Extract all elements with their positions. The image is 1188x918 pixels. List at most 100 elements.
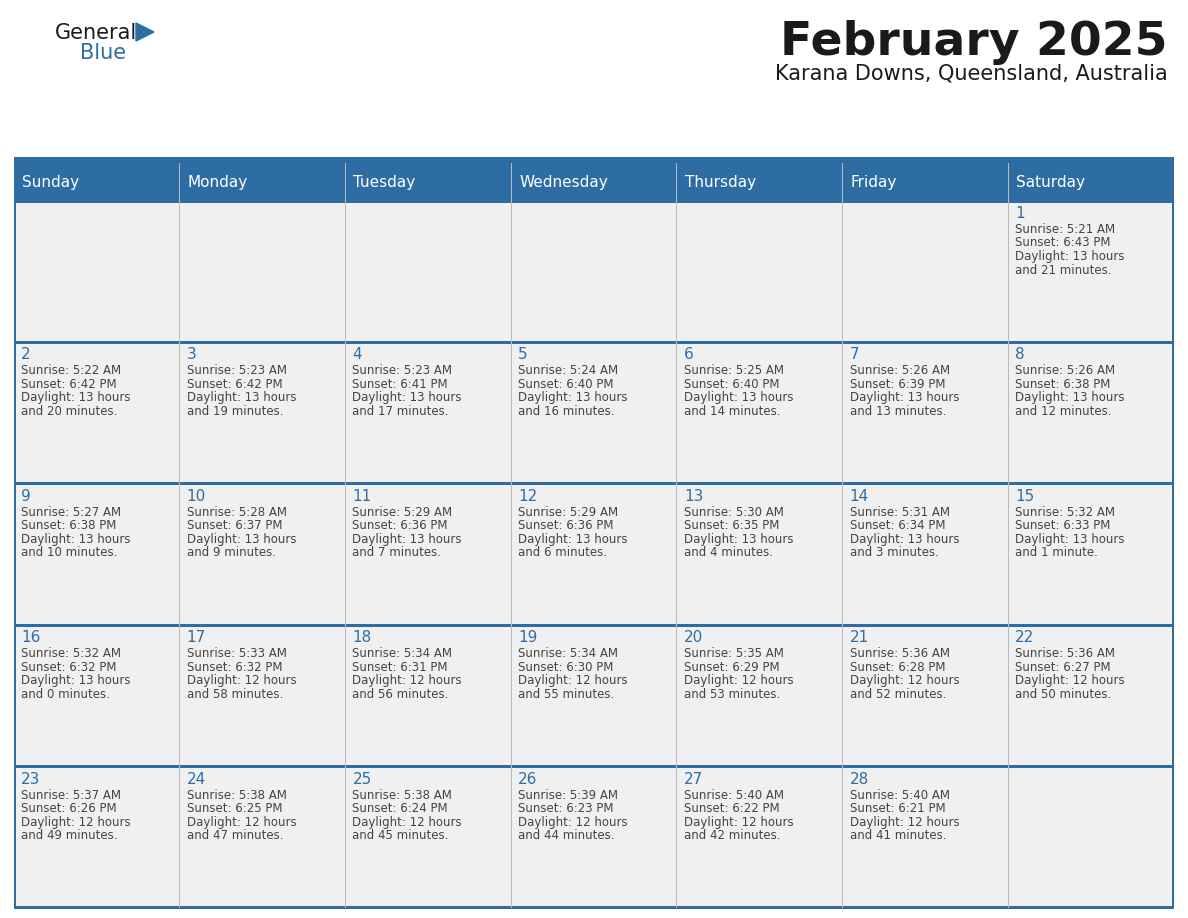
Text: 5: 5 [518,347,527,363]
Text: and 53 minutes.: and 53 minutes. [684,688,781,700]
Text: Sunset: 6:42 PM: Sunset: 6:42 PM [21,378,116,391]
Text: and 56 minutes.: and 56 minutes. [353,688,449,700]
Text: Sunset: 6:28 PM: Sunset: 6:28 PM [849,661,946,674]
Text: Sunset: 6:22 PM: Sunset: 6:22 PM [684,802,779,815]
Bar [346,767,511,908]
Text: Sunset: 6:40 PM: Sunset: 6:40 PM [684,378,779,391]
Text: 23: 23 [21,772,40,787]
Bar [511,342,677,484]
Text: Sunrise: 5:27 AM: Sunrise: 5:27 AM [21,506,121,519]
Text: Daylight: 13 hours: Daylight: 13 hours [518,532,627,546]
Text: 15: 15 [1016,488,1035,504]
Text: and 50 minutes.: and 50 minutes. [1016,688,1112,700]
Text: Daylight: 13 hours: Daylight: 13 hours [849,532,959,546]
Bar [677,767,842,908]
Text: Sunrise: 5:30 AM: Sunrise: 5:30 AM [684,506,784,519]
Text: Sunset: 6:36 PM: Sunset: 6:36 PM [518,520,614,532]
Bar [14,163,15,908]
Text: Daylight: 12 hours: Daylight: 12 hours [187,674,296,688]
Text: and 14 minutes.: and 14 minutes. [684,405,781,418]
Bar [346,484,511,625]
Bar [346,342,511,484]
Bar [14,157,1174,163]
Bar [511,201,677,342]
Text: Daylight: 12 hours: Daylight: 12 hours [1016,674,1125,688]
Text: and 47 minutes.: and 47 minutes. [187,829,283,842]
Text: Sunset: 6:43 PM: Sunset: 6:43 PM [1016,237,1111,250]
Text: 9: 9 [21,488,31,504]
Text: Daylight: 12 hours: Daylight: 12 hours [518,815,627,829]
Bar [14,163,179,201]
Text: Sunrise: 5:32 AM: Sunrise: 5:32 AM [21,647,121,660]
Text: Sunrise: 5:40 AM: Sunrise: 5:40 AM [684,789,784,801]
Text: 3: 3 [187,347,196,363]
Bar [842,201,1009,342]
Text: Sunset: 6:34 PM: Sunset: 6:34 PM [849,520,946,532]
Text: 14: 14 [849,488,868,504]
Text: and 44 minutes.: and 44 minutes. [518,829,614,842]
Text: Sunrise: 5:24 AM: Sunrise: 5:24 AM [518,364,618,377]
Bar [14,906,1174,909]
Bar [511,484,677,625]
Text: Sunrise: 5:31 AM: Sunrise: 5:31 AM [849,506,949,519]
Text: Saturday: Saturday [1016,174,1086,189]
Text: and 41 minutes.: and 41 minutes. [849,829,946,842]
Text: 24: 24 [187,772,206,787]
Text: Daylight: 13 hours: Daylight: 13 hours [1016,532,1125,546]
Text: Daylight: 12 hours: Daylight: 12 hours [684,815,794,829]
Text: and 58 minutes.: and 58 minutes. [187,688,283,700]
Text: Sunday: Sunday [23,174,80,189]
Text: 1: 1 [1016,206,1025,221]
Text: and 10 minutes.: and 10 minutes. [21,546,118,559]
Text: Sunrise: 5:25 AM: Sunrise: 5:25 AM [684,364,784,377]
Text: Daylight: 13 hours: Daylight: 13 hours [1016,250,1125,263]
Text: Daylight: 12 hours: Daylight: 12 hours [21,815,131,829]
Text: 28: 28 [849,772,868,787]
Text: Daylight: 12 hours: Daylight: 12 hours [353,674,462,688]
Text: 11: 11 [353,488,372,504]
Text: 13: 13 [684,488,703,504]
Text: Sunrise: 5:28 AM: Sunrise: 5:28 AM [187,506,286,519]
Text: 10: 10 [187,488,206,504]
Text: Sunrise: 5:29 AM: Sunrise: 5:29 AM [518,506,618,519]
Text: Friday: Friday [851,174,897,189]
Text: Daylight: 13 hours: Daylight: 13 hours [684,532,794,546]
Text: and 12 minutes.: and 12 minutes. [1016,405,1112,418]
Bar [14,767,179,908]
Text: and 0 minutes.: and 0 minutes. [21,688,109,700]
Text: and 16 minutes.: and 16 minutes. [518,405,614,418]
Text: Sunset: 6:25 PM: Sunset: 6:25 PM [187,802,283,815]
Text: February 2025: February 2025 [781,20,1168,65]
Text: and 6 minutes.: and 6 minutes. [518,546,607,559]
Text: Sunset: 6:36 PM: Sunset: 6:36 PM [353,520,448,532]
Text: and 52 minutes.: and 52 minutes. [849,688,946,700]
Text: and 49 minutes.: and 49 minutes. [21,829,118,842]
Text: Sunrise: 5:38 AM: Sunrise: 5:38 AM [353,789,453,801]
Text: 6: 6 [684,347,694,363]
Text: Sunrise: 5:34 AM: Sunrise: 5:34 AM [353,647,453,660]
Bar [1009,342,1174,484]
Bar [14,201,179,342]
Bar [1009,163,1174,201]
Text: Daylight: 12 hours: Daylight: 12 hours [187,815,296,829]
Text: 2: 2 [21,347,31,363]
Text: 26: 26 [518,772,537,787]
Text: Sunset: 6:24 PM: Sunset: 6:24 PM [353,802,448,815]
Text: Sunset: 6:31 PM: Sunset: 6:31 PM [353,661,448,674]
Bar [14,341,1174,344]
Text: 27: 27 [684,772,703,787]
Text: Daylight: 13 hours: Daylight: 13 hours [849,391,959,405]
Bar [14,765,1174,768]
Text: 16: 16 [21,630,40,645]
Bar [842,484,1009,625]
Text: Daylight: 12 hours: Daylight: 12 hours [849,674,959,688]
Bar [677,484,842,625]
Text: Sunrise: 5:40 AM: Sunrise: 5:40 AM [849,789,949,801]
Text: and 1 minute.: and 1 minute. [1016,546,1098,559]
Text: Sunset: 6:37 PM: Sunset: 6:37 PM [187,520,283,532]
Bar [511,163,677,201]
Bar [179,767,346,908]
Text: Daylight: 13 hours: Daylight: 13 hours [21,532,131,546]
Text: Daylight: 13 hours: Daylight: 13 hours [187,391,296,405]
Text: 8: 8 [1016,347,1025,363]
